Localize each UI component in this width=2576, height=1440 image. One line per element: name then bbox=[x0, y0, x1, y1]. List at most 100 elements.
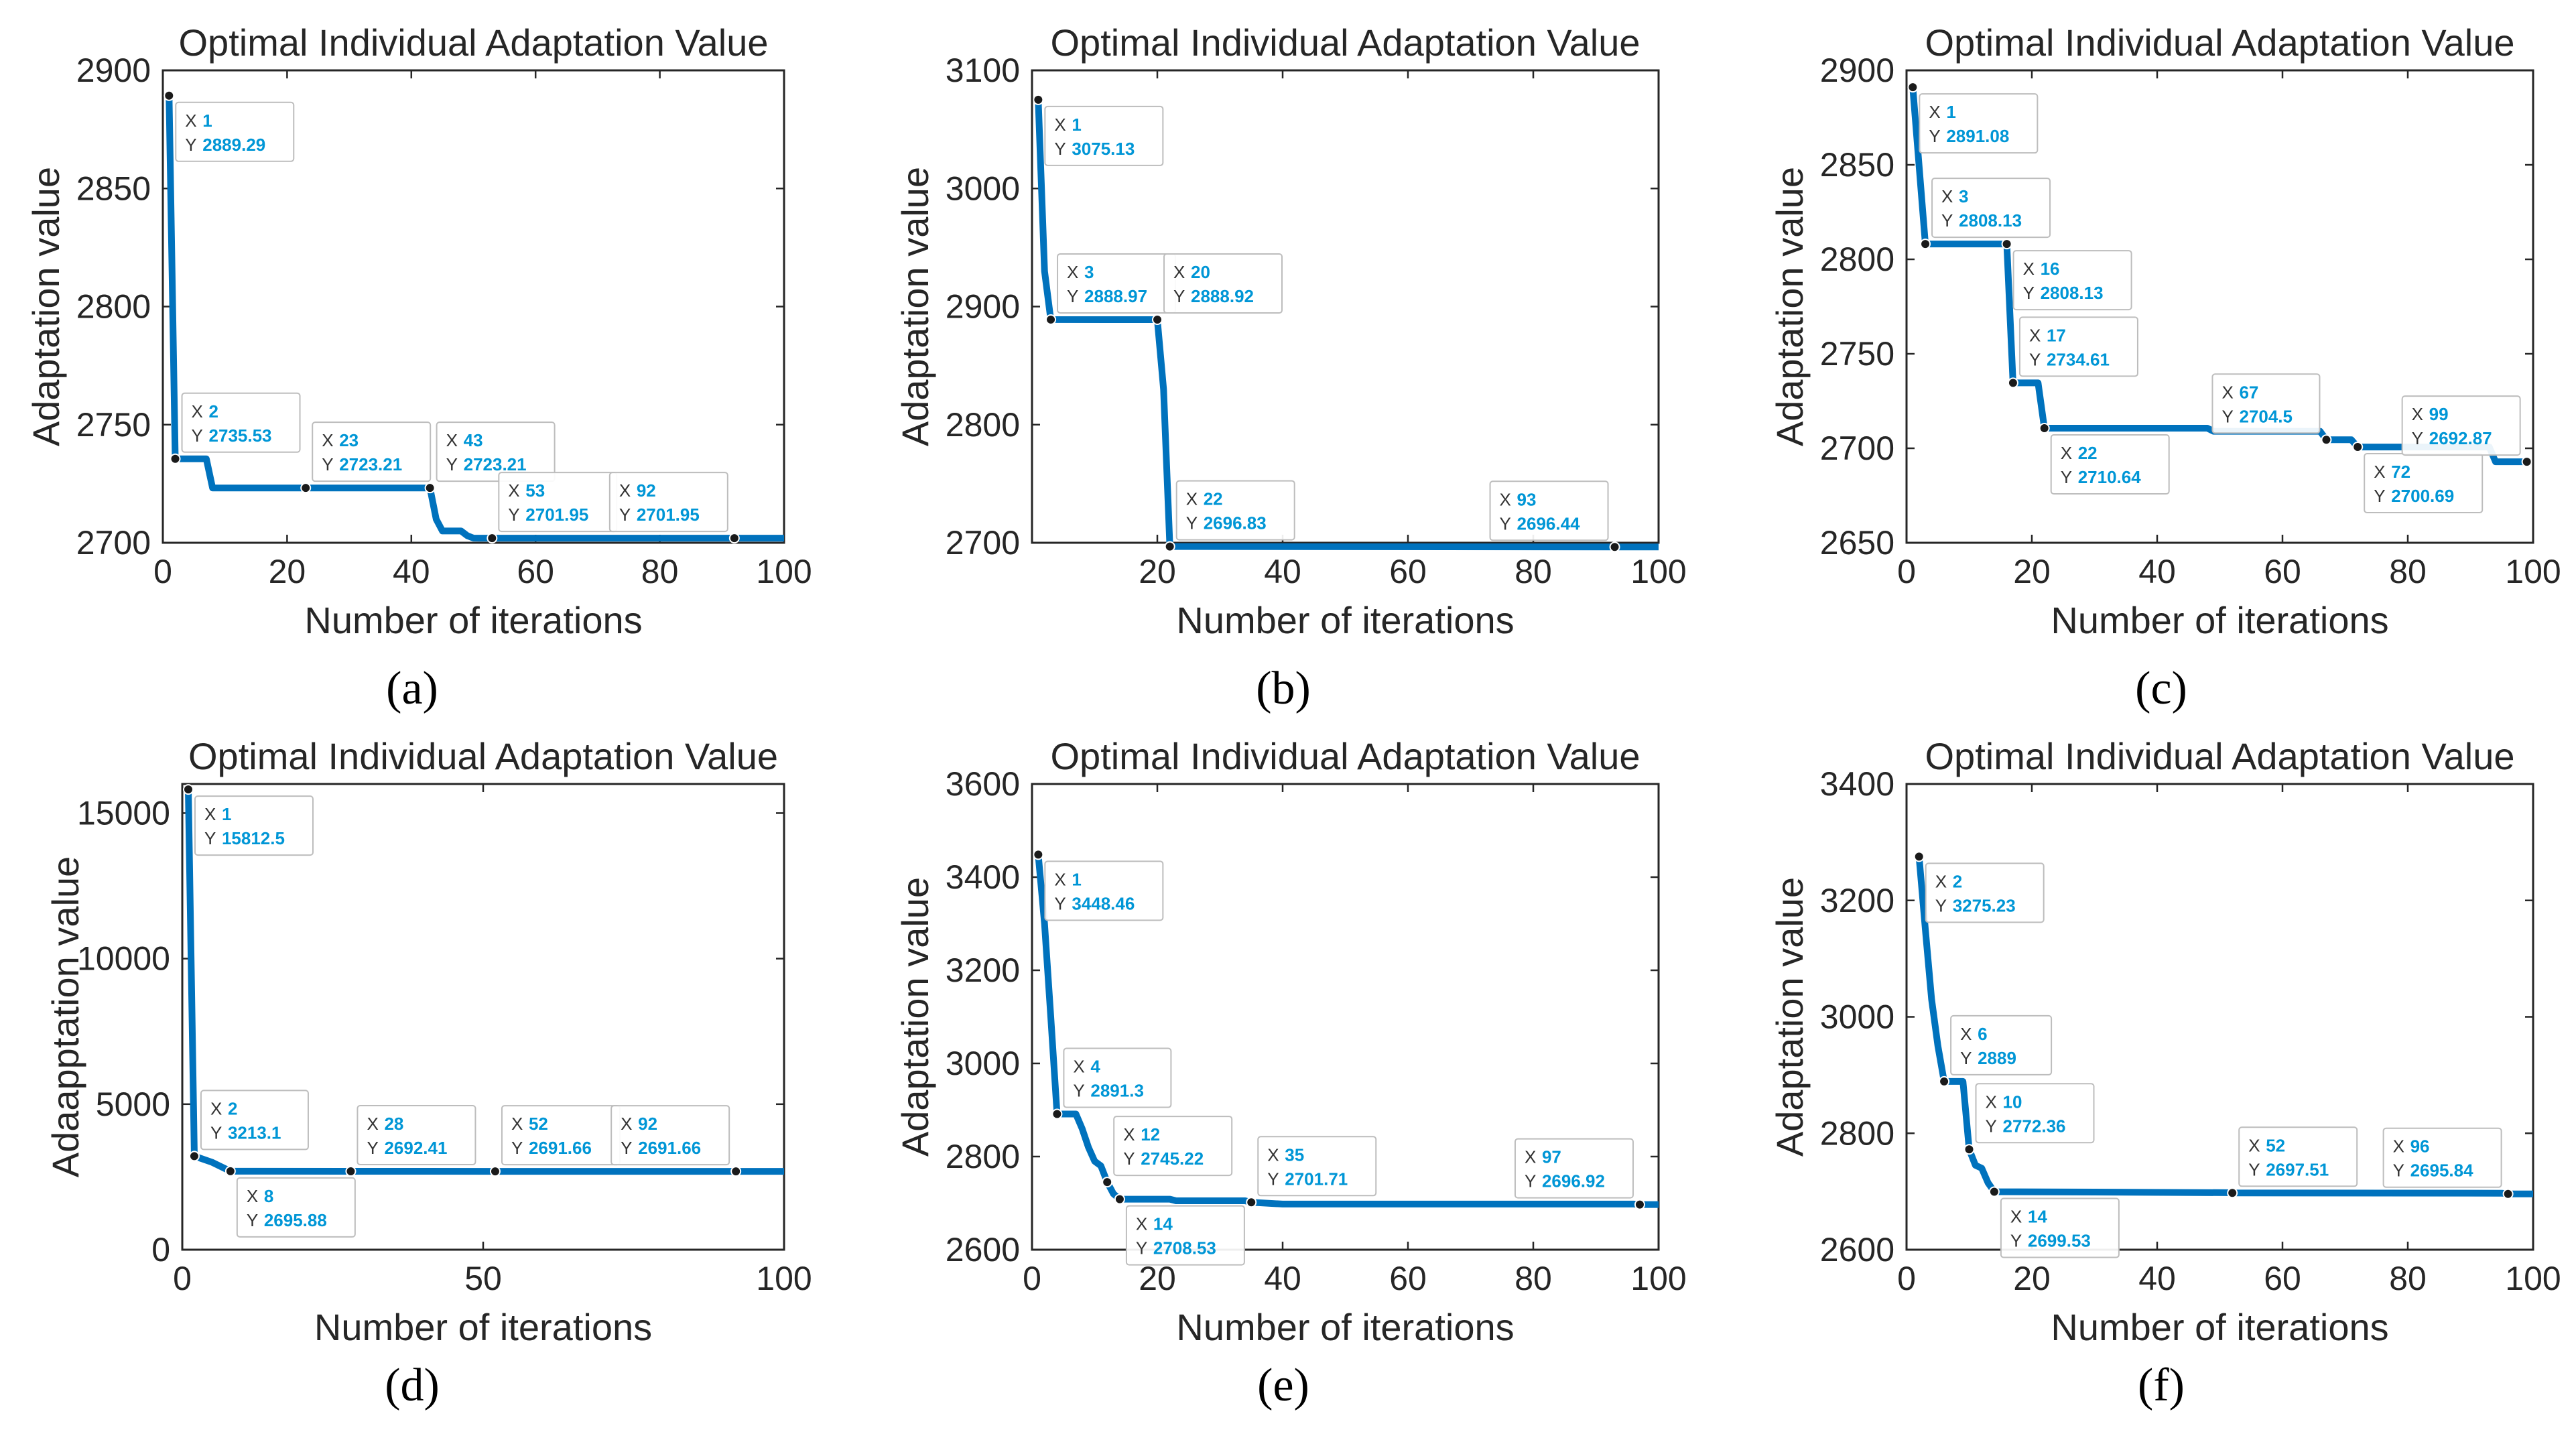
datatip-x-key: X bbox=[2221, 382, 2233, 402]
datatip-y-key: Y bbox=[2221, 406, 2233, 426]
datatip[interactable]: X 1Y 3075.13 bbox=[1033, 94, 1164, 166]
datatip-y-value: 2888.92 bbox=[1191, 286, 1254, 306]
x-tick-label: 20 bbox=[2013, 1260, 2051, 1297]
datatip[interactable]: X 2Y 3275.23 bbox=[1913, 851, 2045, 923]
x-tick-label: 0 bbox=[1023, 1260, 1041, 1297]
x-tick-label: 20 bbox=[1139, 1260, 1176, 1297]
datatip[interactable]: X 1Y 2889.29 bbox=[164, 90, 295, 162]
datatip-box bbox=[608, 472, 728, 533]
datatip-y-value: 2735.53 bbox=[209, 426, 272, 446]
x-tick-label: 40 bbox=[2138, 1260, 2176, 1297]
datatip-x-key: X bbox=[1500, 489, 1511, 509]
datatip[interactable]: X 22 Y 2696.83 bbox=[1164, 480, 1295, 552]
datatip[interactable]: X 97 Y 2696.92 bbox=[1514, 1138, 1645, 1210]
x-axis-label: Number of iterations bbox=[1176, 599, 1514, 641]
datatip-x-key: X bbox=[1960, 1024, 1972, 1044]
datatip-y-value: 15812.5 bbox=[222, 828, 285, 848]
datatip[interactable]: X 6Y 2889 bbox=[1939, 1014, 2053, 1087]
datatip-y-key: Y bbox=[1935, 895, 1947, 915]
datatip-y-key: Y bbox=[1525, 1171, 1536, 1191]
datatip[interactable]: X 92 Y 2701.95 bbox=[608, 472, 740, 544]
datatip[interactable]: X 43 Y 2723.21 bbox=[424, 421, 556, 494]
x-tick-label: 20 bbox=[269, 553, 306, 590]
datatip[interactable]: X 99 Y 2692.87 bbox=[2401, 395, 2532, 468]
datatip-y-value: 2695.84 bbox=[2410, 1161, 2474, 1181]
datatip[interactable]: X 23 Y 2723.21 bbox=[300, 421, 432, 494]
datatip-y-key: Y bbox=[2061, 467, 2072, 487]
datatip-y-key: Y bbox=[1073, 1081, 1084, 1101]
datatip[interactable]: X 22 Y 2710.64 bbox=[2039, 422, 2170, 495]
datatip[interactable]: X 96 Y 2695.84 bbox=[2382, 1127, 2514, 1199]
datatip-x-key: X bbox=[1929, 102, 1940, 122]
datatip-y-key: Y bbox=[2023, 283, 2035, 303]
datatip[interactable]: X 1Y 3448.46 bbox=[1033, 849, 1164, 921]
datatip-x-value: 96 bbox=[2410, 1136, 2430, 1157]
series-line bbox=[166, 95, 784, 542]
y-axis-label: Adaptation value bbox=[1768, 877, 1811, 1157]
datatip-y-key: Y bbox=[322, 454, 333, 474]
datatip[interactable]: X 28 Y 2692.41 bbox=[345, 1105, 476, 1177]
y-tick-label: 2700 bbox=[76, 524, 151, 562]
x-tick-label: 40 bbox=[1264, 553, 1301, 590]
datatip[interactable]: X 52 Y 2697.51 bbox=[2227, 1126, 2358, 1199]
datatip-box bbox=[2018, 316, 2138, 377]
y-tick-label: 2700 bbox=[1820, 430, 1894, 467]
datatip-x-value: 92 bbox=[638, 1114, 657, 1134]
y-tick-label: 2900 bbox=[946, 288, 1020, 326]
datatip[interactable]: X 93 Y 2696.44 bbox=[1489, 480, 1620, 553]
datatip[interactable]: X 2Y 2735.53 bbox=[170, 392, 301, 464]
datatip-box bbox=[194, 795, 314, 856]
x-tick-label: 0 bbox=[1897, 553, 1916, 590]
datatip-marker bbox=[224, 1165, 236, 1177]
datatip-y-key: Y bbox=[1186, 513, 1198, 533]
datatip[interactable]: X 35 Y 2701.71 bbox=[1246, 1136, 1377, 1208]
datatip-y-value: 2700.69 bbox=[2391, 486, 2454, 506]
datatip[interactable]: X 17 Y 2734.61 bbox=[2007, 316, 2138, 389]
x-tick-label: 80 bbox=[1515, 553, 1552, 590]
datatip-box bbox=[1163, 253, 1283, 314]
datatip-box bbox=[2000, 1197, 2120, 1258]
datatip[interactable]: X 53 Y 2701.95 bbox=[487, 472, 618, 544]
datatip[interactable]: X 92 Y 2691.66 bbox=[610, 1105, 742, 1177]
datatip[interactable]: X 14 Y 2699.53 bbox=[1988, 1186, 2120, 1258]
datatip[interactable]: X 12 Y 2745.22 bbox=[1102, 1116, 1233, 1188]
datatip-y-key: Y bbox=[2393, 1161, 2404, 1181]
x-tick-label: 80 bbox=[2389, 1260, 2427, 1297]
datatip[interactable]: X 8Y 2695.88 bbox=[224, 1165, 356, 1238]
datatip-x-key: X bbox=[2061, 443, 2072, 463]
datatip-x-key: X bbox=[1935, 871, 1947, 891]
datatip[interactable]: X 67 Y 2704.5 bbox=[2211, 373, 2332, 446]
datatip[interactable]: X 4Y 2891.3 bbox=[1051, 1047, 1172, 1120]
datatip-x-value: 2 bbox=[1953, 871, 1962, 891]
datatip[interactable]: X 14 Y 2708.53 bbox=[1114, 1193, 1245, 1266]
datatip[interactable]: X 16 Y 2808.13 bbox=[2001, 239, 2132, 311]
datatip-x-value: 99 bbox=[2429, 404, 2449, 424]
datatip-y-key: Y bbox=[508, 505, 519, 525]
datatip-box bbox=[2238, 1126, 2358, 1187]
datatip[interactable]: X 1Y 2891.08 bbox=[1907, 82, 2039, 154]
datatip[interactable]: X 10 Y 2772.36 bbox=[1963, 1083, 2095, 1155]
x-tick-label: 0 bbox=[173, 1260, 192, 1297]
y-tick-label: 15000 bbox=[77, 794, 170, 832]
datatip-x-key: X bbox=[1073, 1057, 1084, 1077]
datatip-x-key: X bbox=[508, 480, 519, 501]
datatip[interactable]: X 72 Y 2700.69 bbox=[2352, 442, 2484, 514]
x-tick-label: 0 bbox=[1897, 1260, 1916, 1297]
datatip-marker bbox=[2521, 456, 2532, 468]
datatip-marker bbox=[182, 784, 194, 795]
datatip-box bbox=[1975, 1083, 2095, 1144]
datatip-y-value: 2808.13 bbox=[1959, 210, 2022, 231]
datatip-y-key: Y bbox=[1941, 210, 1953, 231]
datatip-box bbox=[312, 421, 432, 482]
datatip[interactable]: X 1Y 15812.5 bbox=[182, 784, 314, 856]
datatip-box bbox=[181, 392, 301, 453]
datatip-x-key: X bbox=[1186, 489, 1198, 509]
datatip[interactable]: X 52 Y 2691.66 bbox=[489, 1105, 621, 1177]
datatip[interactable]: X 3Y 2808.13 bbox=[1920, 178, 2051, 250]
datatip-x-value: 10 bbox=[2003, 1092, 2022, 1112]
datatip[interactable]: X 2Y 3213.1 bbox=[188, 1090, 309, 1162]
x-tick-label: 100 bbox=[2505, 1260, 2561, 1297]
datatip-box bbox=[610, 1105, 730, 1166]
datatip[interactable]: X 20 Y 2888.92 bbox=[1152, 253, 1283, 326]
chart-panel: 0 20 40 60 80 100 2650 2700 2750 2800 2850 2900 Opti… bbox=[1768, 21, 2561, 641]
